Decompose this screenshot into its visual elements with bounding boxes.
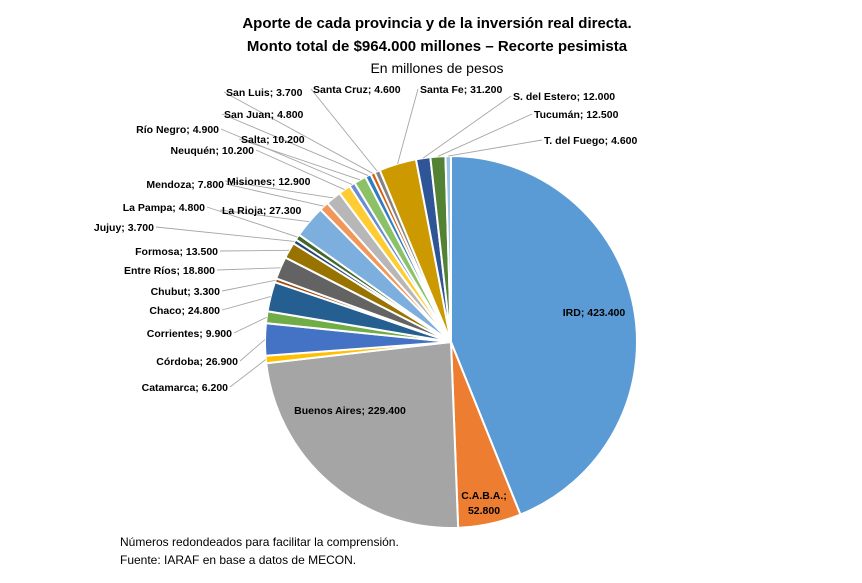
- slice-label: Santa Cruz; 4.600: [313, 84, 401, 96]
- pie-slice-buenos-aires: [265, 340, 460, 529]
- leader-line: [220, 128, 353, 185]
- slice-label: Chubut; 3.300: [151, 286, 221, 298]
- slice-label: Córdoba; 26.900: [156, 356, 238, 368]
- slice-label: Chaco; 24.800: [149, 305, 220, 317]
- leader-line: [219, 249, 290, 252]
- footnote-rounding: Números redondeados para facilitar la co…: [120, 535, 399, 549]
- slice-label: Mendoza; 7.800: [146, 179, 224, 191]
- leader-line: [219, 209, 310, 223]
- slice-label: Jujuy; 3.700: [94, 222, 154, 234]
- slice-label: San Luis; 3.700: [226, 87, 303, 99]
- slice-label: T. del Fuego; 4.600: [544, 135, 638, 147]
- chart-subtitle: En millones de pesos: [370, 60, 503, 76]
- slice-label: Catamarca; 6.200: [142, 382, 229, 394]
- leader-line: [223, 91, 373, 174]
- slice-label: Buenos Aires; 229.400: [294, 405, 406, 417]
- footnote-source: Fuente: IARAF en base a datos de MECON.: [120, 553, 357, 567]
- leader-line: [239, 339, 266, 362]
- slice-labels: IRD; 423.400 C.A.B.A.; 52.800 Buenos Aires;…: [94, 84, 638, 517]
- chart-title-line-2: Monto total de $964.000 millones – Recor…: [247, 38, 628, 55]
- pie-slice-ird: [450, 154, 638, 516]
- leader-line: [255, 149, 345, 190]
- leader-line: [221, 113, 369, 176]
- slice-label: Misiones; 12.900: [227, 176, 311, 188]
- leader-line: [216, 267, 281, 271]
- leader-line: [238, 138, 361, 181]
- slice-label: Neuquén; 10.200: [171, 145, 255, 157]
- leader-line: [229, 359, 267, 388]
- pie-slices: [264, 154, 638, 529]
- leader-lines: [155, 88, 543, 388]
- leader-line: [422, 95, 512, 159]
- slice-label: Salta; 10.200: [241, 134, 305, 146]
- leader-line: [221, 296, 271, 311]
- slice-label: Entre Ríos; 18.800: [124, 265, 215, 277]
- slice-label: San Juan; 4.800: [224, 109, 304, 121]
- chart-title-line-1: Aporte de cada provincia y de la inversi…: [242, 15, 631, 32]
- leader-line: [206, 206, 298, 238]
- slice-label: Formosa; 13.500: [135, 246, 218, 258]
- slice-label: C.A.B.A.; 52.800: [461, 490, 507, 517]
- slice-label: Santa Fe; 31.200: [420, 84, 502, 96]
- leader-line: [224, 180, 334, 199]
- leader-line: [448, 139, 543, 157]
- leader-line: [155, 226, 295, 242]
- slice-label: S. del Estero; 12.000: [513, 91, 615, 103]
- leader-line: [233, 316, 267, 334]
- leader-line: [310, 88, 378, 172]
- slice-label: IRD; 423.400: [563, 307, 626, 319]
- slice-label: Corrientes; 9.900: [147, 328, 232, 340]
- leader-line: [437, 113, 533, 157]
- slice-label: Río Negro; 4.900: [136, 124, 219, 136]
- slice-label: Tucumán; 12.500: [534, 109, 619, 121]
- leader-line: [397, 88, 419, 164]
- slice-label: La Rioja; 27.300: [222, 205, 302, 217]
- leader-line: [225, 183, 324, 207]
- slice-label: La Pampa; 4.800: [123, 202, 205, 214]
- leader-line: [221, 279, 276, 292]
